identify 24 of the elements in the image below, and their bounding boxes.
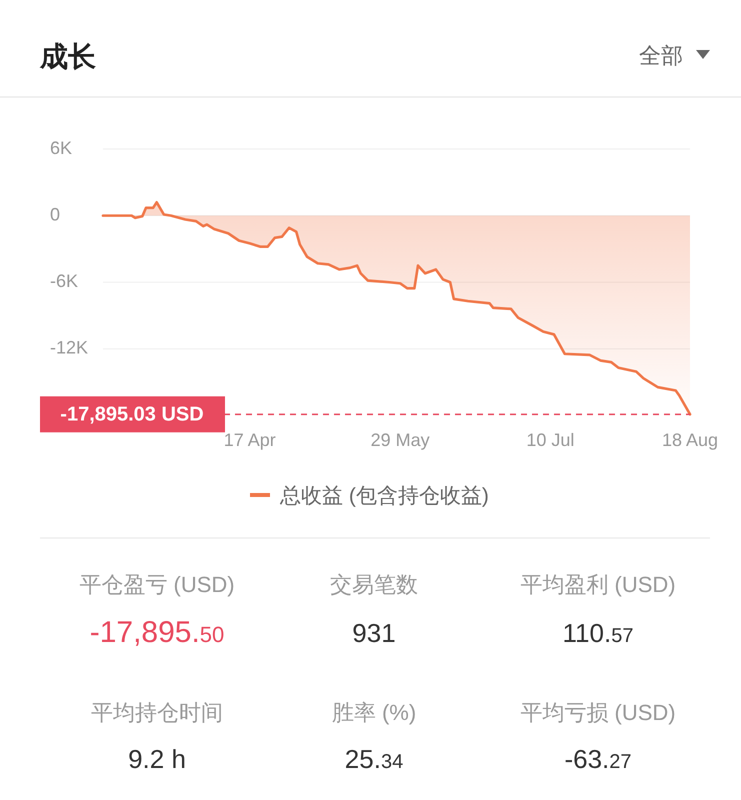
x-tick-label: 10 Jul	[526, 430, 574, 450]
text: 平均亏损 (USD)	[520, 700, 676, 725]
chart-title: 成长	[39, 41, 96, 72]
x-tick-label: 18 Aug	[662, 430, 718, 450]
text: -17,895.50	[90, 616, 224, 649]
text: 交易笔数	[330, 572, 418, 597]
ref-line-label: -17,895.03 USD	[60, 404, 204, 426]
legend-label: 总收益 (包含持仓收益)	[279, 484, 489, 508]
text: 平均持仓时间	[91, 700, 223, 725]
text: 全部	[639, 43, 683, 68]
text: -63.27	[564, 744, 632, 774]
y-tick-label: 0	[50, 204, 60, 224]
text: 110.57	[562, 618, 634, 648]
text: 平均盈利 (USD)	[520, 572, 676, 597]
x-tick-label: 17 Apr	[224, 430, 276, 450]
y-tick-label: 6K	[50, 138, 72, 158]
y-tick-label: -12K	[50, 338, 88, 358]
x-tick-label: 29 May	[370, 430, 430, 450]
text: 9.2 h	[128, 744, 186, 774]
y-tick-label: -6K	[50, 271, 78, 291]
text: 胜率 (%)	[332, 700, 416, 725]
text: 25.34	[344, 744, 404, 774]
text: 931	[352, 618, 396, 648]
text: 平仓盈亏 (USD)	[79, 572, 235, 597]
